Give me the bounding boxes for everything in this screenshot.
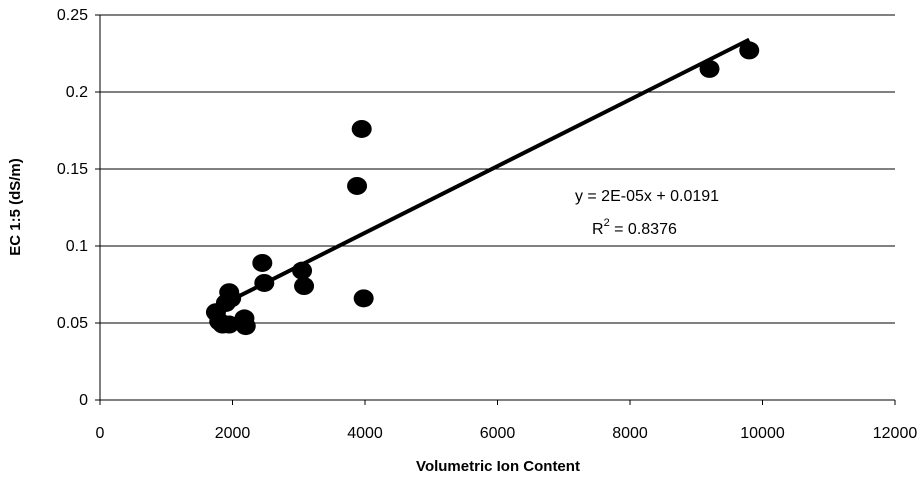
y-tick-label-4: 0.2: [66, 84, 88, 101]
y-axis-title: EC 1:5 (dS/m): [7, 158, 24, 256]
data-point-11: [292, 261, 313, 280]
data-point-10: [254, 273, 275, 292]
y-tick-label-3: 0.15: [57, 161, 88, 178]
x-tick-label-4: 8000: [612, 425, 648, 442]
x-tick-label-0: 0: [96, 425, 105, 442]
data-point-15: [353, 289, 374, 308]
x-tick-label-6: 12000: [873, 425, 918, 442]
data-point-14: [351, 119, 372, 138]
data-point-9: [252, 253, 273, 272]
x-axis-title: Volumetric Ion Content: [416, 458, 580, 475]
r-squared-value: = 0.8376: [610, 221, 677, 238]
data-point-17: [739, 41, 760, 60]
x-tick-label-5: 10000: [740, 425, 785, 442]
data-point-16: [699, 59, 720, 78]
grid-lines: [100, 14, 895, 324]
r-squared-symbol: R: [592, 221, 604, 238]
data-points: [205, 41, 760, 336]
data-point-13: [347, 176, 368, 195]
x-axis-tick-labels: 0 2000 4000 6000 8000 10000 12000: [96, 425, 918, 442]
x-tick-label-2: 4000: [347, 425, 383, 442]
y-axis-tick-labels: 0 0.05 0.1 0.15 0.2 0.25: [57, 7, 88, 409]
axes: [95, 14, 896, 405]
r-squared-label: R2 = 0.8376: [592, 217, 677, 238]
data-point-12: [294, 277, 315, 296]
x-tick-label-3: 6000: [480, 425, 516, 442]
y-tick-label-2: 0.1: [66, 238, 88, 255]
y-tick-label-1: 0.05: [57, 315, 88, 332]
data-point-4: [219, 315, 240, 334]
trendline-group: [218, 37, 751, 308]
data-point-6: [221, 289, 242, 308]
trendline: [218, 37, 751, 308]
y-tick-label-5: 0.25: [57, 7, 88, 24]
r-squared-superscript: 2: [604, 217, 610, 229]
data-point-8: [235, 317, 256, 336]
trendline-equation: y = 2E-05x + 0.0191: [575, 188, 719, 205]
x-tick-label-1: 2000: [215, 425, 251, 442]
y-tick-label-0: 0: [79, 392, 88, 409]
